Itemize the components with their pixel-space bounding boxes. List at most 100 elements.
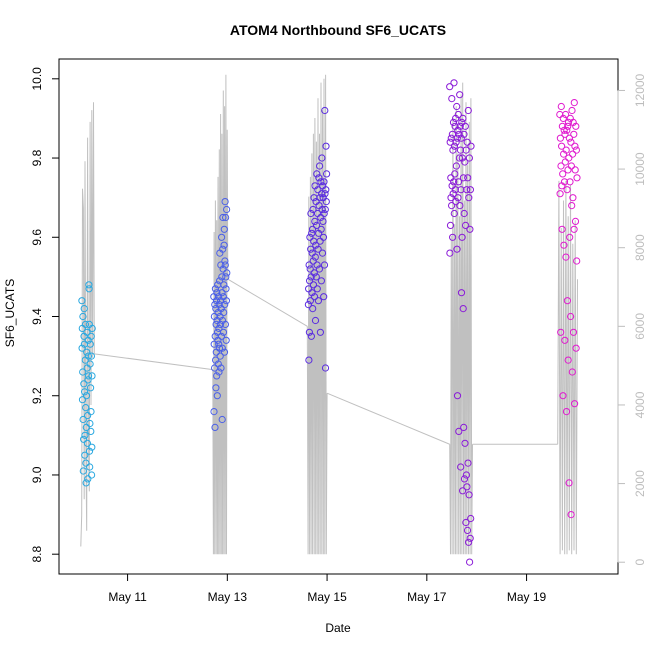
data-point (455, 130, 463, 138)
data-point (456, 122, 464, 130)
data-point (219, 328, 228, 336)
altitude-line (557, 180, 578, 555)
data-point (466, 225, 474, 233)
data-point (459, 114, 467, 123)
data-point (465, 154, 473, 162)
data-point (214, 336, 222, 344)
data-point (561, 158, 569, 166)
data-point (568, 106, 576, 115)
data-point (460, 475, 469, 483)
data-point (219, 213, 227, 222)
data-point (450, 79, 458, 87)
data-point (215, 324, 223, 332)
data-point (309, 257, 317, 265)
data-point (221, 320, 229, 328)
data-point (314, 245, 322, 253)
data-point (87, 352, 96, 360)
data-point (571, 166, 579, 174)
data-point (449, 190, 457, 198)
data-point (218, 233, 226, 241)
data-point (212, 384, 220, 392)
data-point (563, 297, 572, 305)
data-point (318, 154, 326, 162)
data-point (218, 344, 226, 352)
data-point (81, 320, 90, 328)
y2-tick-label: 12000 (633, 73, 647, 107)
data-point (462, 471, 470, 479)
data-point (563, 126, 571, 134)
data-point (560, 126, 568, 134)
data-point (571, 217, 580, 225)
data-point (559, 114, 567, 123)
data-point (454, 194, 462, 202)
data-point (558, 142, 566, 150)
data-point (465, 491, 473, 499)
y-tick-label: 9.8 (30, 149, 44, 166)
data-point (558, 225, 566, 233)
data-point (210, 340, 218, 348)
data-point (80, 380, 88, 388)
data-point (566, 233, 574, 241)
data-point (573, 257, 581, 265)
data-point (564, 356, 572, 364)
data-point (558, 122, 567, 130)
data-point (570, 99, 578, 107)
data-point (464, 459, 472, 467)
data-point (216, 277, 224, 285)
data-point (317, 225, 325, 233)
data-point (83, 348, 91, 356)
data-point (219, 265, 227, 273)
data-point (82, 392, 91, 400)
data-point (460, 423, 468, 431)
y2-tick-label: 4000 (633, 391, 647, 418)
data-point (218, 415, 226, 424)
data-point (218, 273, 226, 281)
data-point (215, 344, 223, 352)
data-point (560, 178, 569, 186)
data-point (559, 392, 567, 400)
data-point (458, 118, 466, 127)
altitude-connector (326, 392, 450, 445)
data-point (223, 205, 231, 214)
data-point (316, 328, 324, 336)
data-point (87, 408, 95, 416)
data-point (465, 194, 473, 202)
data-point (313, 285, 321, 293)
data-point (573, 174, 581, 182)
data-point (213, 372, 221, 380)
data-point (562, 253, 570, 261)
data-point (315, 265, 323, 273)
data-point (213, 392, 221, 400)
data-point (560, 241, 568, 249)
data-point (449, 146, 457, 154)
data-point (460, 130, 468, 138)
data-point (572, 344, 580, 352)
data-point (322, 142, 330, 150)
data-point (318, 205, 326, 214)
data-point (217, 364, 225, 372)
data-point (222, 297, 230, 305)
data-point (308, 289, 316, 297)
data-point (461, 122, 469, 130)
data-point (78, 396, 87, 404)
data-point (452, 198, 460, 206)
data-point (456, 91, 464, 99)
data-point (309, 281, 318, 289)
data-point (81, 451, 89, 459)
data-point (317, 277, 325, 285)
data-point (323, 170, 331, 178)
data-point (306, 233, 314, 241)
data-point (211, 301, 219, 309)
y-tick-label: 9.4 (30, 308, 44, 325)
data-point (569, 150, 577, 158)
data-point (446, 221, 455, 229)
altitude-line (80, 102, 95, 547)
x-tick-label: May 19 (507, 590, 547, 604)
data-point (307, 332, 315, 340)
y2-tick-label: 2000 (633, 470, 647, 497)
data-point (85, 285, 93, 293)
data-point (221, 198, 229, 206)
data-point (83, 439, 92, 447)
data-point (565, 154, 573, 162)
x-tick-label: May 11 (108, 590, 147, 604)
